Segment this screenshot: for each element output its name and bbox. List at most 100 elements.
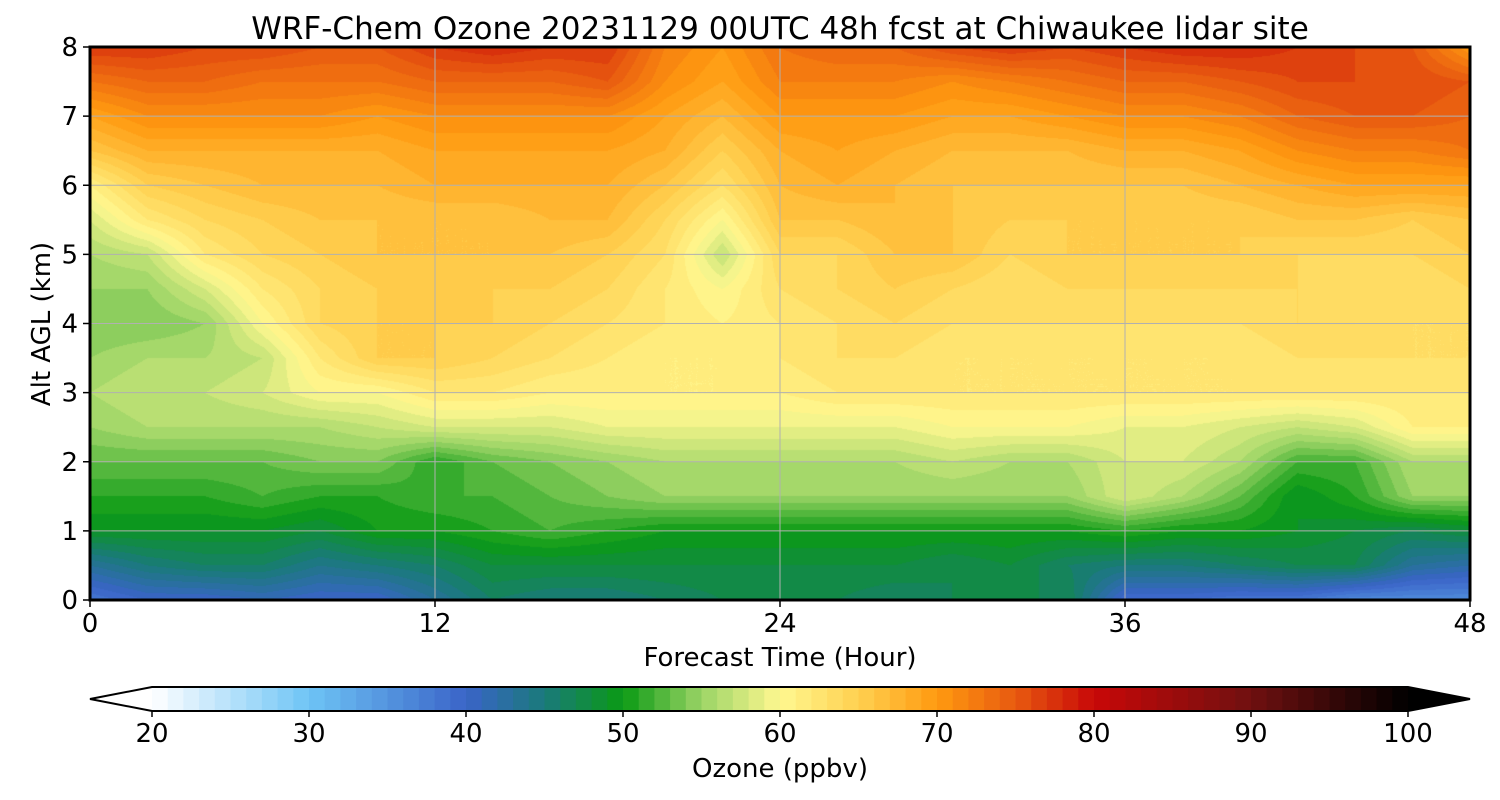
colorbar-swatch xyxy=(497,687,514,711)
colorbar-swatch xyxy=(1078,687,1095,711)
colorbar-swatch xyxy=(623,687,640,711)
plot-area xyxy=(88,45,1472,602)
y-tick-label: 5 xyxy=(61,240,78,270)
colorbar-swatch xyxy=(324,687,341,711)
colorbar-swatch xyxy=(591,687,608,711)
colorbar-swatch xyxy=(748,687,765,711)
colorbar-swatch xyxy=(356,687,373,711)
colorbar-swatch xyxy=(1219,687,1236,711)
colorbar-swatch xyxy=(528,687,546,711)
colorbar-swatch xyxy=(701,687,718,711)
colorbar-swatch xyxy=(654,687,671,711)
colorbar-swatch xyxy=(1172,687,1189,711)
colorbar-swatch xyxy=(1376,687,1393,711)
colorbar-swatch xyxy=(1282,687,1299,711)
colorbar-swatch xyxy=(921,687,938,711)
colorbar-tick-label: 40 xyxy=(449,719,482,749)
colorbar-swatch xyxy=(450,687,467,711)
colorbar-swatch xyxy=(937,687,954,711)
colorbar-swatch xyxy=(1298,687,1315,711)
colorbar-swatch xyxy=(1031,687,1048,711)
colorbar-swatch xyxy=(261,687,279,711)
colorbar-swatch xyxy=(811,687,828,711)
colorbar-swatch xyxy=(1313,687,1331,711)
colorbar-tick-label: 100 xyxy=(1383,719,1433,749)
x-axis-label: Forecast Time (Hour) xyxy=(643,643,916,673)
x-tick-label: 36 xyxy=(1108,609,1141,639)
colorbar-extend-high xyxy=(1408,687,1470,711)
colorbar-swatch xyxy=(968,687,985,711)
colorbar-swatch xyxy=(167,687,184,711)
colorbar-swatch xyxy=(1266,687,1283,711)
colorbar-extend-low xyxy=(90,687,152,711)
colorbar-swatch xyxy=(466,687,483,711)
x-tick-label: 48 xyxy=(1453,609,1486,639)
y-tick-label: 6 xyxy=(61,171,78,201)
colorbar-swatch xyxy=(905,687,922,711)
colorbar-swatch xyxy=(984,687,1001,711)
colorbar-tick-label: 90 xyxy=(1234,719,1267,749)
colorbar-ticks: 20 30 40 50 60 70 80 90 100 xyxy=(135,711,1433,749)
colorbar-swatch xyxy=(999,687,1017,711)
colorbar-swatch xyxy=(717,687,734,711)
colorbar-tick-label: 30 xyxy=(292,719,325,749)
x-axis: 0 12 24 36 48 xyxy=(82,600,1487,639)
y-tick-label: 0 xyxy=(61,586,78,616)
colorbar-swatch xyxy=(607,687,624,711)
colorbar-swatch xyxy=(889,687,907,711)
colorbar-swatch xyxy=(1094,687,1111,711)
colorbar-swatch xyxy=(780,687,797,711)
colorbar-swatch xyxy=(1188,687,1205,711)
colorbar-swatch xyxy=(371,687,389,711)
colorbar-swatch xyxy=(544,687,561,711)
colorbar-swatch xyxy=(1329,687,1346,711)
colorbar-swatch xyxy=(340,687,357,711)
colorbar-swatch xyxy=(1141,687,1158,711)
colorbar-swatch xyxy=(638,687,655,711)
y-tick-label: 1 xyxy=(61,517,78,547)
y-axis-label: Alt AGL (km) xyxy=(27,242,57,406)
colorbar-swatch xyxy=(481,687,498,711)
colorbar-tick-label: 20 xyxy=(135,719,168,749)
y-tick-label: 3 xyxy=(61,379,78,409)
colorbar-tick-label: 50 xyxy=(606,719,639,749)
colorbar-swatch xyxy=(387,687,404,711)
colorbar-swatch xyxy=(1345,687,1362,711)
colorbar-swatch xyxy=(1125,687,1142,711)
colorbar-tick-label: 60 xyxy=(763,719,796,749)
colorbar-swatch xyxy=(764,687,781,711)
colorbar-swatch xyxy=(842,687,860,711)
x-tick-label: 0 xyxy=(82,609,99,639)
colorbar-swatch xyxy=(575,687,593,711)
colorbar-swatch xyxy=(246,687,263,711)
colorbar-swatch xyxy=(732,687,750,711)
colorbar-swatch xyxy=(560,687,577,711)
colorbar-swatch xyxy=(858,687,875,711)
colorbar-label: Ozone (ppbv) xyxy=(692,754,868,784)
colorbar-swatch xyxy=(795,687,812,711)
colorbar-swatch xyxy=(152,687,169,711)
colorbar-swatches xyxy=(152,687,1409,711)
colorbar-swatch xyxy=(277,687,294,711)
colorbar-swatch xyxy=(230,687,247,711)
colorbar-swatch xyxy=(434,687,451,711)
colorbar-tick-label: 80 xyxy=(1077,719,1110,749)
y-axis: 0 1 2 3 4 5 6 7 8 xyxy=(61,33,90,616)
colorbar-swatch xyxy=(183,687,200,711)
y-tick-label: 8 xyxy=(61,33,78,63)
colorbar-swatch xyxy=(403,687,420,711)
colorbar-swatch xyxy=(309,687,326,711)
colorbar-swatch xyxy=(1109,687,1126,711)
colorbar-tick-label: 70 xyxy=(920,719,953,749)
colorbar-swatch xyxy=(670,687,687,711)
colorbar-swatch xyxy=(1015,687,1032,711)
colorbar-swatch xyxy=(685,687,703,711)
y-tick-label: 2 xyxy=(61,448,78,478)
colorbar-swatch xyxy=(513,687,530,711)
colorbar-swatch xyxy=(418,687,436,711)
y-tick-label: 7 xyxy=(61,102,78,132)
x-tick-label: 12 xyxy=(418,609,451,639)
colorbar-swatch xyxy=(1046,687,1064,711)
colorbar-swatch xyxy=(214,687,232,711)
